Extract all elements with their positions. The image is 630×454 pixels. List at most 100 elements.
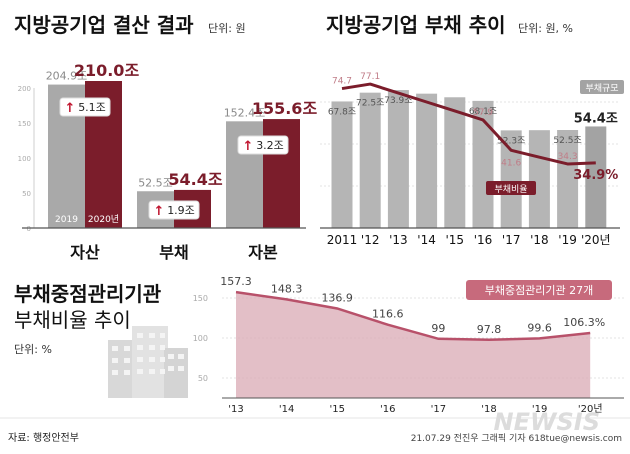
- debt-ratio-line: 74.7 77.1 57.9 41.6 34.3 34.9%: [332, 72, 618, 183]
- footer-watermark: NEWSIS: [494, 408, 600, 436]
- debt-bar-label-2011: 67.8조: [328, 107, 356, 117]
- settlement-title: 지방공기업 결산 결과: [14, 13, 194, 37]
- category-label-0: 자산: [70, 243, 100, 262]
- value-label-2019-1: 52.5조: [138, 176, 173, 189]
- debt-x-label-14: '14: [417, 233, 436, 247]
- focus-x-label-14: '14: [279, 404, 294, 415]
- debt-size-tag: 부채규모: [580, 80, 624, 94]
- focus-value-18: 97.8: [477, 323, 502, 336]
- debt-trend-x-labels: 2011'12 '13 '14 '15 '16 '17 '18 '19 '20년: [327, 233, 611, 247]
- focus-value-20: 106.3%: [563, 316, 605, 329]
- change-value-1: 1.9조: [167, 204, 195, 217]
- focus-x-label-19: '19: [532, 404, 547, 415]
- value-label-2020-2: 155.6조: [252, 99, 318, 118]
- value-label-2019-2: 152.4조: [224, 106, 266, 119]
- category-label-1: 부채: [159, 243, 188, 262]
- debt-bar-13: [387, 90, 409, 228]
- bar-2020-2: [263, 119, 300, 228]
- footer-source: 자료: 행정안전부: [8, 432, 79, 444]
- focus-unit: 단위: %: [14, 343, 52, 356]
- debt-bar-17: [500, 130, 522, 228]
- year-label-2019: 2019: [55, 215, 78, 225]
- settlement-y-tick: 200: [18, 85, 31, 93]
- debt-bar-12: [359, 92, 381, 229]
- focus-x-labels: '13 '14 '15 '16 '17 '18 '19 '20년: [228, 403, 602, 415]
- settlement-y-ticks: 200 150 100 50 0: [18, 85, 31, 233]
- footer-credit: 21.07.29 전진우 그래픽 기자 618tue@newsis.com: [411, 433, 622, 444]
- focus-value-15: 136.9: [321, 291, 353, 304]
- debt-bar-label-17: 52.3조: [497, 136, 525, 146]
- focus-value-13: 157.3: [220, 275, 252, 288]
- debt-size-tag-label: 부채규모: [585, 83, 618, 94]
- change-value-0: 5.1조: [78, 101, 106, 114]
- panel-focus-agencies: 부채중점관리기관 부채비율 추이 단위: % 150 100 50 157.3 148…: [14, 275, 624, 415]
- debt-bar-label-20: 54.4조: [574, 111, 618, 126]
- focus-x-label-17: '17: [431, 404, 446, 415]
- debt-ratio-label-12: 77.1: [360, 72, 380, 82]
- debt-bar-18: [528, 130, 550, 228]
- debt-x-label-17: '17: [502, 233, 521, 247]
- value-label-2019-0: 204.9조: [46, 70, 88, 83]
- debt-size-tag-bg: [580, 80, 624, 94]
- debt-trend-title: 지방공기업 부채 추이: [326, 13, 506, 37]
- debt-trend-unit: 단위: 원, %: [518, 22, 573, 35]
- focus-x-label-18: '18: [481, 404, 496, 415]
- focus-x-label-20: '20년: [578, 403, 603, 415]
- debt-ratio-label-19: 34.3: [558, 152, 578, 162]
- debt-bar-2011: [331, 101, 353, 228]
- debt-ratio-tag-bg: [486, 181, 536, 195]
- debt-x-label-12: '12: [361, 233, 380, 247]
- focus-line: [235, 290, 591, 342]
- change-badge-2: [237, 135, 289, 155]
- debt-x-label-13: '13: [389, 233, 408, 247]
- year-label-2020: 2020년: [88, 214, 119, 225]
- debt-x-label-18: '18: [530, 233, 549, 247]
- focus-badge: 부채중점관리기관 27개: [466, 280, 612, 300]
- settlement-y-tick: 100: [18, 155, 31, 163]
- debt-x-label-20: '20년: [581, 233, 611, 247]
- debt-ratio-tag-label: 부채비율: [494, 184, 527, 195]
- value-label-2020-0: 210.0조: [74, 61, 140, 80]
- settlement-y-tick: 0: [27, 225, 31, 233]
- focus-title-line2: 부채비율 추이: [14, 308, 131, 332]
- debt-bar-label-12: 72.5조: [356, 99, 384, 109]
- focus-badge-bg: [466, 280, 612, 300]
- debt-bar-15: [444, 97, 466, 228]
- focus-title-line1: 부채중점관리기관: [14, 282, 162, 306]
- debt-bar-19: [557, 130, 579, 228]
- focus-x-label-13: '13: [228, 404, 243, 415]
- debt-ratio-tag: 부채비율: [486, 181, 536, 195]
- focus-y-tick: 50: [198, 374, 208, 383]
- focus-value-19: 99.6: [527, 321, 552, 334]
- change-up-arrow-icon: ↑: [154, 204, 165, 219]
- settlement-y-tick: 50: [22, 190, 31, 198]
- focus-value-16: 116.6: [372, 308, 404, 321]
- debt-x-label-16: '16: [474, 233, 493, 247]
- change-value-2: 3.2조: [256, 139, 284, 152]
- value-label-2020-1: 54.4조: [168, 170, 222, 189]
- debt-x-label-19: '19: [558, 233, 577, 247]
- change-up-arrow-icon: ↑: [65, 101, 76, 116]
- debt-bar-label-16: 68.1조: [469, 107, 497, 117]
- debt-ratio-label-16: 57.9: [473, 108, 493, 118]
- focus-y-tick: 150: [193, 294, 208, 303]
- panel-settlement-results: 지방공기업 결산 결과 단위: 원 200 150 100 50 0 204.9조210…: [14, 13, 317, 262]
- settlement-category-labels: 자산 부채 자본: [70, 243, 278, 262]
- focus-x-label-16: '16: [380, 404, 395, 415]
- change-up-arrow-icon: ↑: [243, 139, 254, 154]
- focus-area-fill: [236, 292, 591, 398]
- debt-bar-label-13: 73.9조: [384, 96, 412, 106]
- change-badge-1: [148, 200, 200, 220]
- change-badge-0: [59, 97, 111, 117]
- settlement-unit: 단위: 원: [208, 22, 246, 35]
- debt-ratio-label-20: 34.9%: [573, 168, 618, 183]
- building-illustration: [108, 326, 188, 398]
- focus-value-17: 99: [431, 322, 445, 335]
- debt-bar-20: [585, 126, 607, 228]
- settlement-y-tick: 150: [18, 120, 31, 128]
- debt-bar-label-19: 52.5조: [553, 136, 581, 146]
